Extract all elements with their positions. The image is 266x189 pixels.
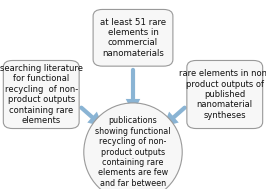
Text: rare elements in non-
product outputs of
published
nanomaterial
syntheses: rare elements in non- product outputs of… xyxy=(179,69,266,120)
FancyBboxPatch shape xyxy=(187,60,263,129)
Text: at least 51 rare
elements in
commercial
nanomaterials: at least 51 rare elements in commercial … xyxy=(100,18,166,58)
FancyBboxPatch shape xyxy=(93,9,173,66)
Text: publications
showing functional
recycling of non-
product outputs
containing rar: publications showing functional recyclin… xyxy=(95,116,171,188)
Text: searching literature
for functional
recycling  of non-
product outputs
containin: searching literature for functional recy… xyxy=(0,64,83,125)
FancyBboxPatch shape xyxy=(3,60,79,129)
Ellipse shape xyxy=(84,103,182,189)
